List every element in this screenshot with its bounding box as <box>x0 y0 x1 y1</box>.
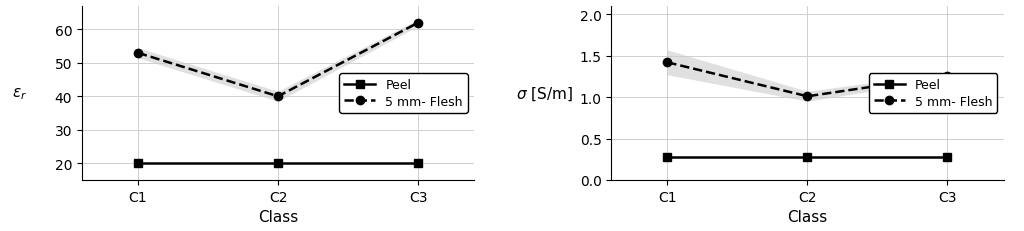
Peel <box>941 156 953 158</box>
Peel <box>132 162 144 165</box>
X-axis label: Class: Class <box>258 209 298 224</box>
Legend: Peel, 5 mm- Flesh: Peel, 5 mm- Flesh <box>339 74 468 113</box>
Legend: Peel, 5 mm- Flesh: Peel, 5 mm- Flesh <box>868 74 997 113</box>
5 mm- Flesh <box>271 95 284 98</box>
5 mm- Flesh <box>802 95 814 98</box>
Peel <box>271 162 284 165</box>
Peel <box>662 156 674 158</box>
5 mm- Flesh <box>941 75 953 78</box>
5 mm- Flesh <box>132 52 144 55</box>
Line: 5 mm- Flesh: 5 mm- Flesh <box>664 59 951 101</box>
Peel <box>802 156 814 158</box>
X-axis label: Class: Class <box>787 209 827 224</box>
Line: Peel: Peel <box>134 159 422 168</box>
Y-axis label: $\sigma$ [S/m]: $\sigma$ [S/m] <box>516 85 573 102</box>
Y-axis label: $\epsilon_r$: $\epsilon_r$ <box>12 86 28 101</box>
5 mm- Flesh <box>662 62 674 64</box>
Line: Peel: Peel <box>664 153 951 161</box>
Peel <box>412 162 424 165</box>
5 mm- Flesh <box>412 22 424 25</box>
Line: 5 mm- Flesh: 5 mm- Flesh <box>134 19 422 101</box>
